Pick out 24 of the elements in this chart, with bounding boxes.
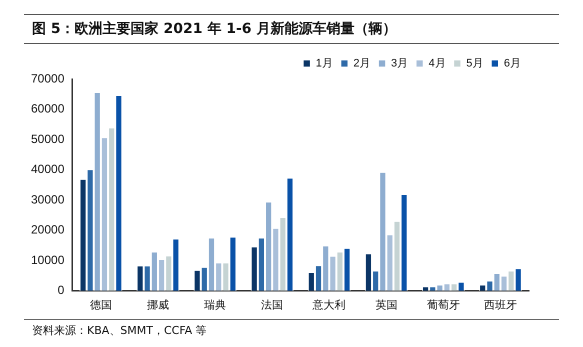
x-tick-label: 意大利 xyxy=(312,298,346,312)
chart-title: 图 5：欧洲主要国家 2021 年 1-6 月新能源车销量（辆） xyxy=(24,14,559,44)
x-tick-label: 挪威 xyxy=(146,298,169,312)
legend-label: 1月 xyxy=(316,58,333,70)
y-tick-label: 20000 xyxy=(30,222,65,237)
legend-label: 2月 xyxy=(353,58,371,70)
x-tick-label: 英国 xyxy=(375,298,398,312)
y-tick-label: 50000 xyxy=(30,132,65,146)
y-tick-label: 30000 xyxy=(30,192,65,206)
text: 资料来源：KBA、SMMT，CCFA 等 xyxy=(32,323,208,338)
y-tick-label: 40000 xyxy=(30,162,65,176)
x-tick-label: 法国 xyxy=(261,298,284,312)
x-tick-label: 西班牙 xyxy=(484,298,517,312)
x-tick-label: 葡萄牙 xyxy=(426,298,460,312)
legend-label: 6月 xyxy=(504,58,522,70)
y-tick-label: 10000 xyxy=(30,252,65,267)
legend-label: 4月 xyxy=(428,58,446,70)
x-tick-label: 德国 xyxy=(90,299,112,312)
legend-label: 3月 xyxy=(391,58,408,70)
x-tick-label: 瑞典 xyxy=(204,298,226,312)
y-tick-label: 0 xyxy=(58,283,65,298)
y-tick-label: 60000 xyxy=(30,102,65,116)
legend-label: 5月 xyxy=(466,58,484,70)
y-tick-label: 70000 xyxy=(30,71,65,86)
